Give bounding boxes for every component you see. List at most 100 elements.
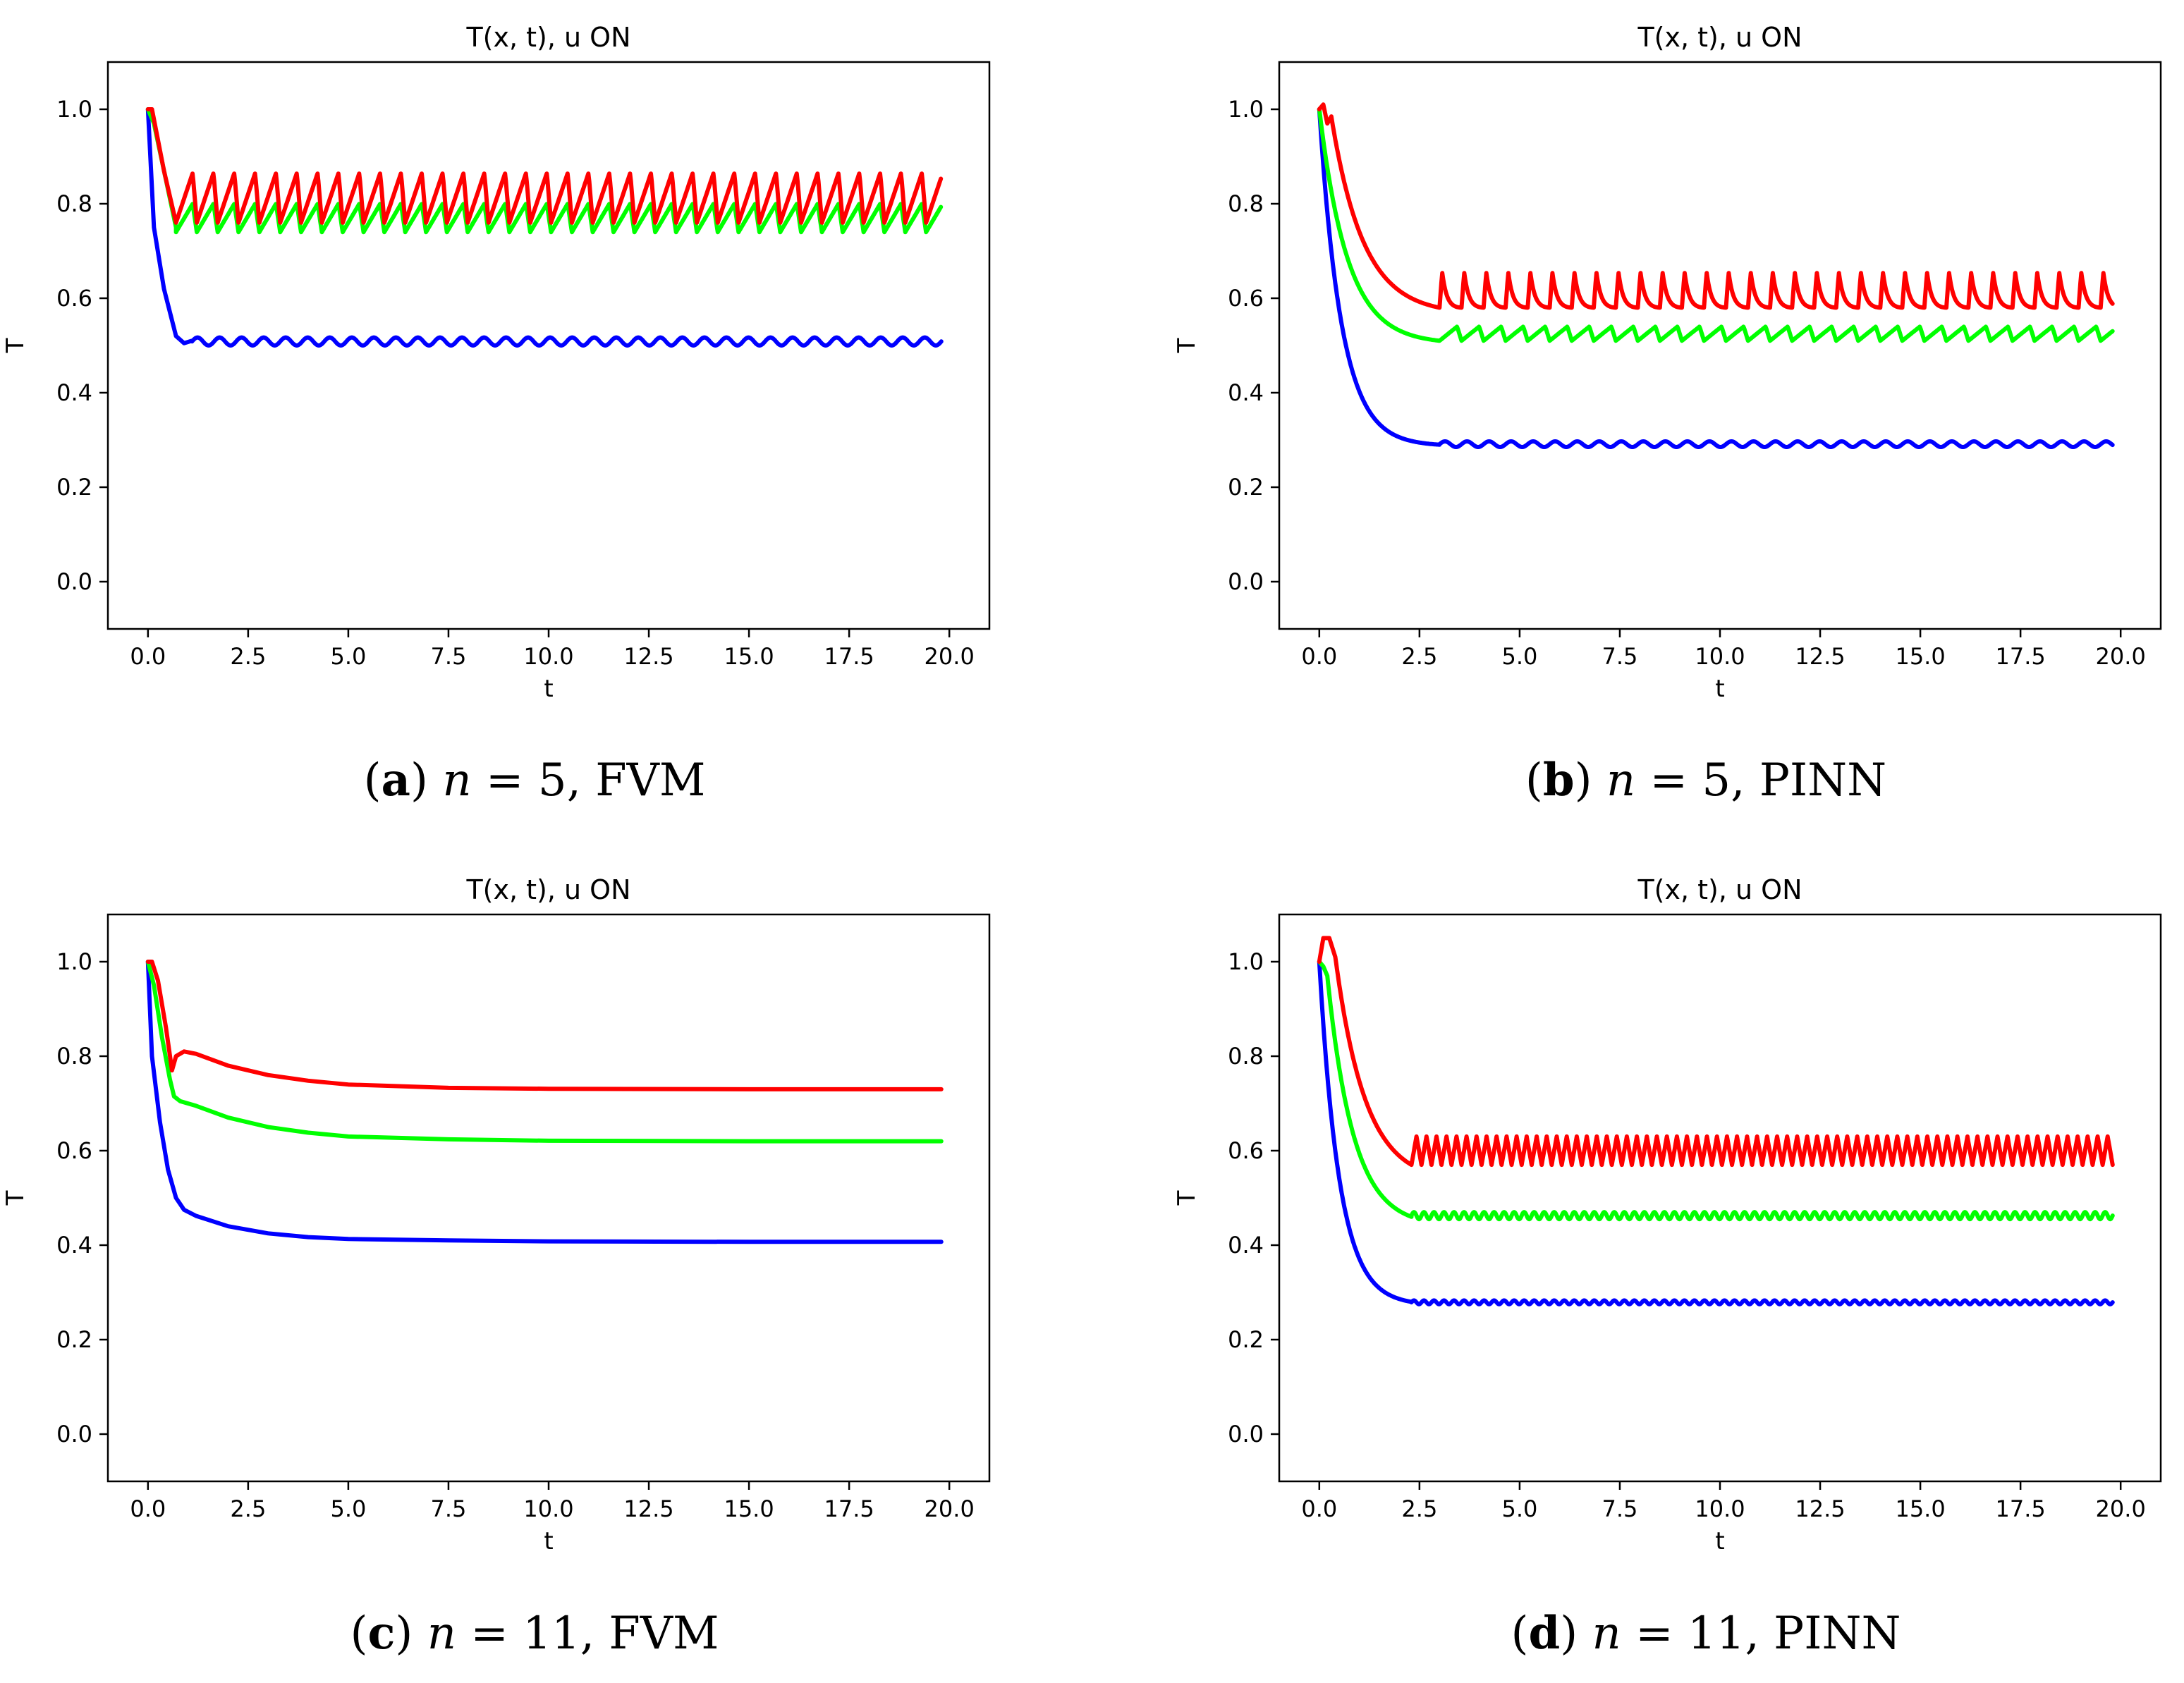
y-tick-label: 0.6 xyxy=(56,285,92,312)
series-line-1 xyxy=(1317,107,2115,449)
y-tick-label: 0.2 xyxy=(56,474,92,501)
axes-frame xyxy=(106,61,991,630)
panel-b: 0.0 2.5 5.0 7.5 10.0 12.5 15.0 17.5 20.0 0.0 0.2 0.… xyxy=(1173,22,2162,807)
x-tick-label: 17.5 xyxy=(1996,1495,2046,1522)
y-axis-label: T xyxy=(1173,338,1201,353)
caption-letter: a xyxy=(382,754,410,807)
axes-frame xyxy=(1278,913,2162,1483)
y-tick-label: 0.4 xyxy=(1228,1232,1264,1259)
x-tick-label: 7.5 xyxy=(1602,1495,1638,1522)
x-tick-label: 5.0 xyxy=(1501,643,1537,670)
subfigure-caption: (a) n = 5, FVM xyxy=(364,754,706,807)
series-line-1 xyxy=(1317,960,2115,1306)
y-tick-label: 0.8 xyxy=(1228,190,1264,217)
y-tick-label: 0.8 xyxy=(56,190,92,217)
x-tick-label: 15.0 xyxy=(724,643,774,670)
x-tick-label: 10.0 xyxy=(1695,643,1745,670)
x-tick-label: 15.0 xyxy=(724,1495,774,1522)
x-axis-label: t xyxy=(1715,1527,1724,1555)
caption-letter: b xyxy=(1543,754,1575,807)
caption-rest: = 11, FVM xyxy=(456,1608,719,1660)
y-tick-label: 1.0 xyxy=(56,948,92,975)
y-tick-label: 1.0 xyxy=(1228,96,1264,123)
panel-c: 0.0 2.5 5.0 7.5 10.0 12.5 15.0 17.5 20.0 0.0 0.2 0.… xyxy=(1,874,991,1660)
chart-title: T(x, t), u ON xyxy=(1637,22,1802,53)
x-tick-label: 7.5 xyxy=(431,643,467,670)
y-tick-label: 0.4 xyxy=(56,379,92,406)
x-tick-label: 5.0 xyxy=(330,643,366,670)
x-tick-label: 15.0 xyxy=(1895,1495,1945,1522)
x-tick-label: 7.5 xyxy=(1602,643,1638,670)
x-axis-label: t xyxy=(544,1527,553,1555)
x-tick-label: 0.0 xyxy=(130,643,166,670)
y-tick-label: 0.6 xyxy=(1228,285,1264,312)
x-tick-label: 5.0 xyxy=(330,1495,366,1522)
y-axis-label: T xyxy=(1,338,30,353)
series-line-2 xyxy=(145,107,944,235)
x-tick-label: 17.5 xyxy=(1996,643,2046,670)
caption-variable: n xyxy=(1592,1608,1621,1660)
y-tick-label: 0.4 xyxy=(56,1232,92,1259)
caption-rest: = 5, PINN xyxy=(1635,754,1886,807)
x-tick-label: 17.5 xyxy=(824,643,874,670)
series-line-2 xyxy=(1317,107,2115,343)
y-tick-label: 0.8 xyxy=(56,1043,92,1070)
chart-title: T(x, t), u ON xyxy=(1637,874,1802,905)
y-tick-label: 0.0 xyxy=(56,568,92,595)
series-line-3 xyxy=(1317,102,2115,310)
x-tick-label: 12.5 xyxy=(623,643,673,670)
y-tick-label: 0.6 xyxy=(56,1137,92,1164)
caption-variable: n xyxy=(427,1608,456,1660)
y-tick-label: 0.6 xyxy=(1228,1137,1264,1164)
x-tick-label: 2.5 xyxy=(1401,1495,1437,1522)
x-tick-label: 12.5 xyxy=(623,1495,673,1522)
x-tick-label: 7.5 xyxy=(431,1495,467,1522)
x-tick-label: 20.0 xyxy=(925,1495,975,1522)
axes-frame xyxy=(1278,61,2162,630)
x-tick-label: 12.5 xyxy=(1795,1495,1845,1522)
panel-d: 0.0 2.5 5.0 7.5 10.0 12.5 15.0 17.5 20.0 0.0 0.2 0.… xyxy=(1173,874,2162,1660)
y-tick-label: 0.2 xyxy=(1228,1326,1264,1353)
x-tick-label: 17.5 xyxy=(824,1495,874,1522)
caption-rest: = 11, PINN xyxy=(1621,1608,1901,1660)
x-tick-label: 10.0 xyxy=(523,643,573,670)
x-tick-label: 15.0 xyxy=(1895,643,1945,670)
x-axis-label: t xyxy=(1715,675,1724,703)
series-line-2 xyxy=(145,960,944,1144)
caption-letter: c xyxy=(367,1607,395,1660)
x-tick-label: 10.0 xyxy=(523,1495,573,1522)
y-tick-label: 0.0 xyxy=(56,1421,92,1448)
caption-variable: n xyxy=(1606,754,1635,807)
x-tick-label: 2.5 xyxy=(1401,643,1437,670)
y-tick-label: 0.8 xyxy=(1228,1043,1264,1070)
subfigure-caption: (c) n = 11, FVM xyxy=(350,1607,719,1660)
x-axis-label: t xyxy=(544,675,553,703)
caption-variable: n xyxy=(442,754,471,807)
x-tick-label: 20.0 xyxy=(925,643,975,670)
x-tick-label: 0.0 xyxy=(1301,643,1337,670)
caption-rest: = 5, FVM xyxy=(472,754,706,807)
x-tick-label: 20.0 xyxy=(2096,1495,2146,1522)
x-tick-label: 20.0 xyxy=(2096,643,2146,670)
y-tick-label: 0.2 xyxy=(56,1326,92,1353)
x-tick-label: 0.0 xyxy=(1301,1495,1337,1522)
chart-title: T(x, t), u ON xyxy=(465,874,630,905)
series-line-2 xyxy=(1317,960,2115,1222)
series-line-1 xyxy=(145,107,944,348)
x-tick-label: 2.5 xyxy=(230,1495,266,1522)
x-tick-label: 0.0 xyxy=(130,1495,166,1522)
y-tick-label: 0.0 xyxy=(1228,568,1264,595)
x-tick-label: 5.0 xyxy=(1501,1495,1537,1522)
y-tick-label: 1.0 xyxy=(1228,948,1264,975)
series-line-3 xyxy=(1317,936,2115,1168)
series-line-3 xyxy=(145,107,944,225)
y-tick-label: 0.2 xyxy=(1228,474,1264,501)
subfigure-caption: (b) n = 5, PINN xyxy=(1525,754,1886,807)
y-tick-label: 0.0 xyxy=(1228,1421,1264,1448)
subfigure-caption: (d) n = 11, PINN xyxy=(1511,1607,1901,1660)
x-tick-label: 12.5 xyxy=(1795,643,1845,670)
axes-frame xyxy=(106,913,991,1483)
chart-title: T(x, t), u ON xyxy=(465,22,630,53)
x-tick-label: 2.5 xyxy=(230,643,266,670)
